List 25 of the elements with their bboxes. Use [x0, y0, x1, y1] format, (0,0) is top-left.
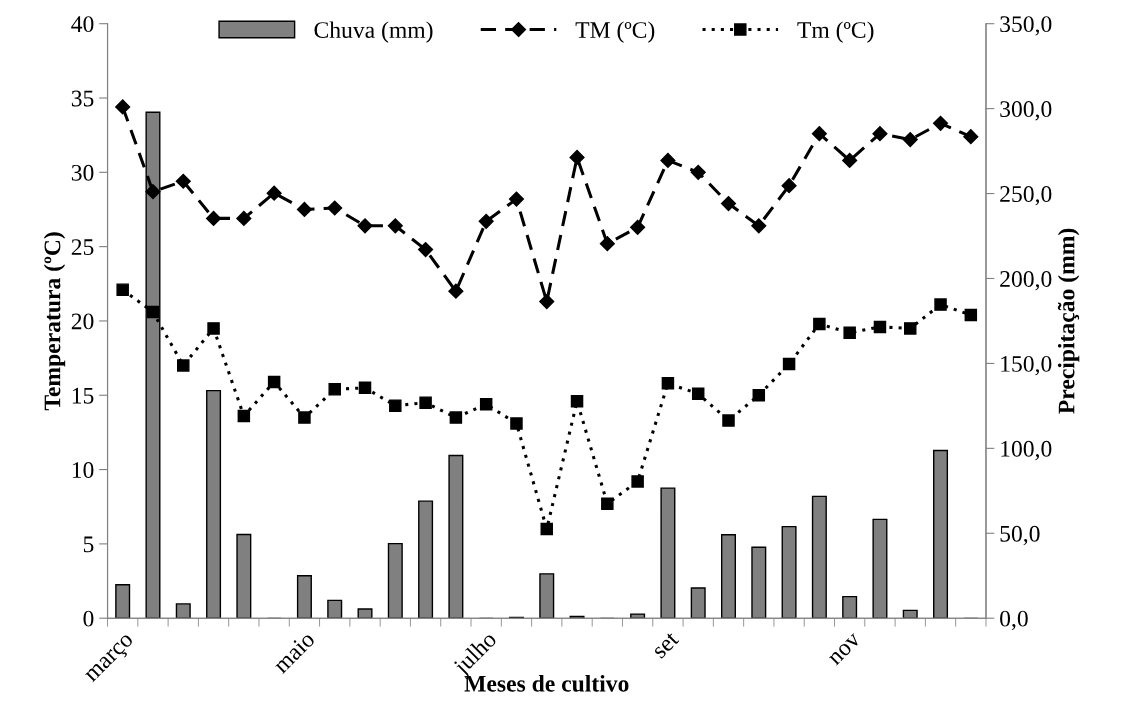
- y2-tick-label: 300,0: [1000, 101, 1052, 121]
- y-tick-label: 35: [71, 90, 94, 107]
- y2-tick-label: 250,0: [1000, 186, 1052, 206]
- y2-tick-label: 50,0: [1000, 525, 1040, 546]
- y-tick-label: 5: [83, 536, 94, 553]
- y-tick-label: 30: [71, 164, 94, 181]
- y2-tick-label: 150,0: [1001, 355, 1052, 376]
- legend-label: TM (ºC): [575, 21, 655, 43]
- y-tick-label: 25: [71, 239, 94, 256]
- y2-tick-label: 350,0: [1000, 16, 1052, 36]
- legend-label: Tm (ºC): [797, 21, 874, 43]
- y-axis-title: Temperatura (ºC): [43, 232, 66, 411]
- y-tick-label: 20: [71, 313, 94, 330]
- legend-label: Chuva (mm): [314, 21, 433, 43]
- y2-tick-label: 0,0: [1000, 610, 1028, 631]
- y-tick-label: 40: [71, 16, 94, 33]
- y2-tick-label: 200,0: [1000, 270, 1052, 291]
- y2-axis-title: Precipitação (mm): [1057, 228, 1080, 414]
- x-tick-label: nov: [828, 633, 862, 666]
- x-tick-label: maio: [271, 630, 316, 675]
- y-tick-label: 0: [83, 610, 94, 627]
- x-tick-label: set: [652, 631, 680, 659]
- y-tick-label: 10: [72, 462, 94, 478]
- y2-tick-label: 100,0: [1001, 440, 1052, 461]
- y-tick-label: 15: [72, 387, 94, 404]
